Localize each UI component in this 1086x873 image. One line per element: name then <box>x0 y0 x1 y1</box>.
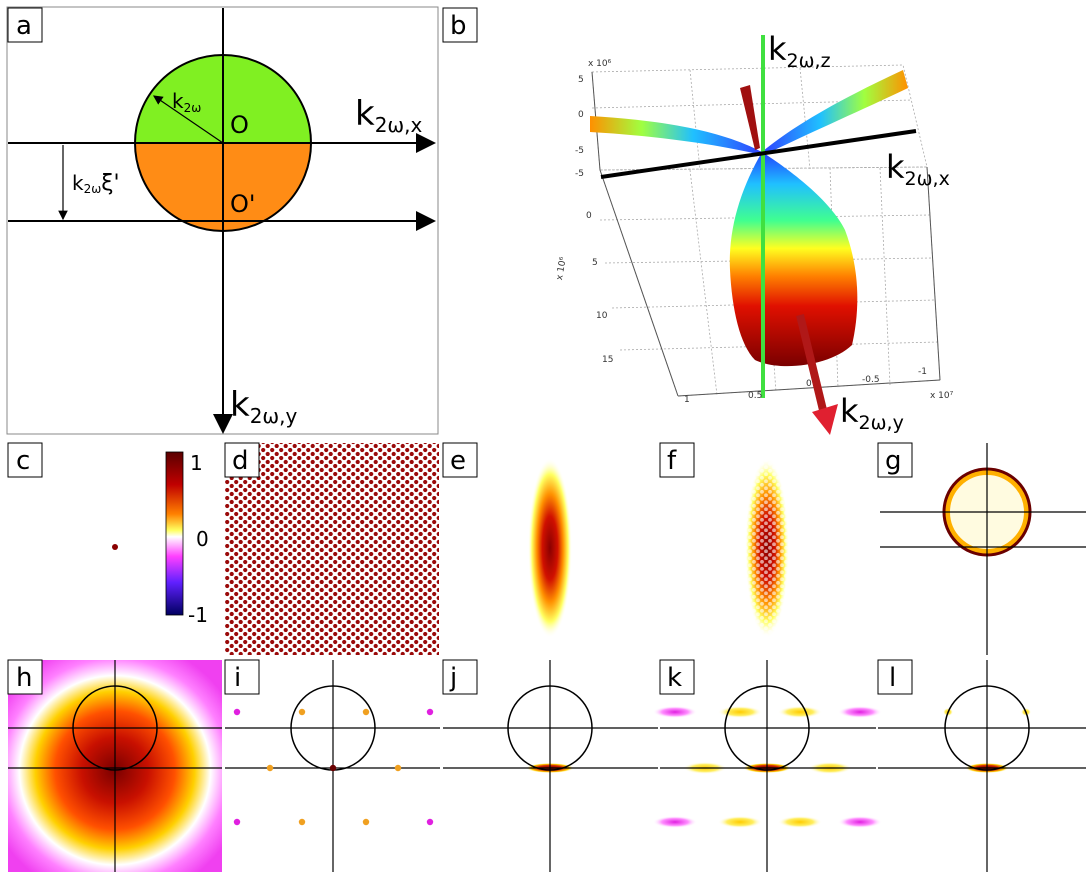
z-arrow <box>740 85 760 150</box>
radius-arrow <box>153 95 224 144</box>
panel-j: j <box>442 659 658 872</box>
colorbar-tick-mid: 0 <box>196 527 209 551</box>
panel-e: e <box>442 442 572 638</box>
tick-x-0: 1 <box>684 395 690 405</box>
tick-y-4: 15 <box>602 355 613 365</box>
panel-g: g <box>877 442 1086 655</box>
panel-a: k2ω O O' k2ωξ' k2ω,x k2ω,y a <box>6 6 439 435</box>
diffraction-spots <box>653 706 882 828</box>
tick-z-2: -5 <box>575 146 584 156</box>
gaussian-spot <box>528 458 572 638</box>
tick-z-1: 0 <box>578 110 584 120</box>
reciprocal-points <box>233 708 434 826</box>
hex-lattice <box>225 443 439 655</box>
tick-y-3: 10 <box>596 311 608 321</box>
panel-label-d: d <box>232 446 249 476</box>
panel-label-b: b <box>450 11 467 41</box>
main-cone <box>729 152 858 367</box>
panel-k: k <box>653 659 882 872</box>
panel-label-i: i <box>234 663 241 693</box>
panel-label-l: l <box>889 663 896 693</box>
ky-axis-label: k2ω,y <box>230 385 298 428</box>
shift-label: k2ωξ' <box>72 171 120 196</box>
panel-d: d <box>224 442 439 655</box>
exp-left: x 10⁶ <box>555 256 569 281</box>
panel-i: i <box>224 659 440 872</box>
exp-top: x 10⁶ <box>588 59 612 69</box>
exp-right: x 10⁷ <box>930 391 954 401</box>
kx-axis-3d-label: k2ω,x <box>886 148 950 190</box>
panel-label-a: a <box>16 11 32 41</box>
tick-x-4: -1 <box>918 367 927 377</box>
tick-y-1: 0 <box>586 211 592 221</box>
panel-label-j: j <box>449 663 457 693</box>
panel-l: l <box>877 659 1086 872</box>
panel-c: 1 0 -1 c <box>7 442 209 627</box>
tick-x-1: 0.5 <box>748 391 762 401</box>
right-lobe <box>762 70 908 155</box>
panel-label-c: c <box>16 446 30 476</box>
panel-label-e: e <box>450 446 466 476</box>
panel-h: h <box>7 659 222 872</box>
kx-axis-3d <box>600 129 917 179</box>
tick-z-0: 5 <box>578 75 584 85</box>
colorbar <box>165 451 184 616</box>
origin-label: O <box>230 111 249 139</box>
colorbar-tick-max: 1 <box>190 451 203 475</box>
tick-x-3: -0.5 <box>862 375 880 385</box>
panel-b: k2ω,z k2ω,x k2ω,y x 10⁶ x 10⁶ x 10⁷ 5 0 … <box>442 7 954 435</box>
kx-axis-label: k2ω,x <box>355 94 423 137</box>
shifted-origin-label: O' <box>230 190 256 218</box>
panel-label-f: f <box>667 446 677 476</box>
tick-x-2: 0 <box>806 379 812 389</box>
kz-axis-label: k2ω,z <box>768 30 831 72</box>
panel-label-h: h <box>16 663 32 693</box>
tick-y-0: -5 <box>575 169 584 179</box>
ky-axis-3d-label: k2ω,y <box>840 392 904 434</box>
y-arrow <box>796 314 827 411</box>
left-lobe <box>590 116 762 155</box>
panel-label-k: k <box>667 663 682 693</box>
tick-y-2: 5 <box>592 258 598 268</box>
point-source <box>112 544 118 550</box>
panel-f: f <box>659 442 789 638</box>
panel-label-g: g <box>885 446 902 476</box>
k-radius-label: k2ω <box>172 89 201 115</box>
colorbar-tick-min: -1 <box>188 603 208 627</box>
